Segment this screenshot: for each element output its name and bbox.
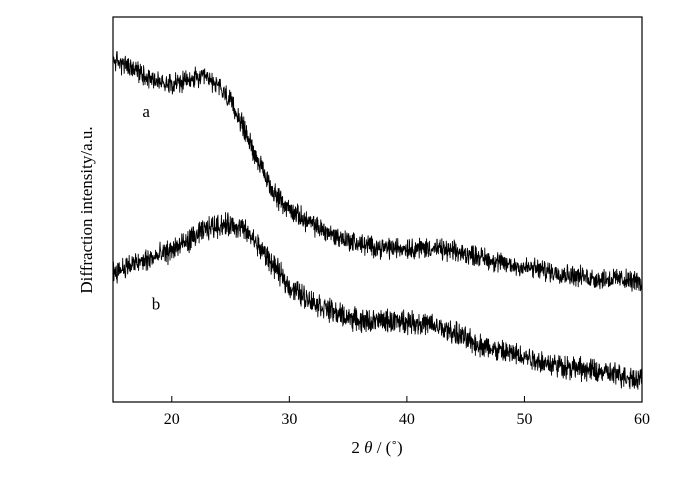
series-label-layer: ab	[142, 102, 160, 314]
y-axis-label: Diffraction intensity/a.u.	[77, 126, 96, 293]
x-axis-label-suffix: / (˚)	[377, 438, 403, 457]
x-tick-label: 30	[281, 411, 297, 428]
series-line-b	[112, 212, 643, 390]
x-axis-ticks: 20 30 40 50 60	[164, 396, 650, 428]
x-axis-label-symbol: θ	[364, 438, 372, 457]
series-layer	[112, 50, 643, 390]
x-tick-label: 20	[164, 411, 180, 428]
plot-frame	[112, 16, 643, 403]
x-tick-label: 50	[516, 411, 532, 428]
series-label-b: b	[152, 295, 161, 314]
x-axis-label-prefix: 2	[351, 438, 360, 457]
series-label-a: a	[142, 102, 150, 121]
x-axis-label: 2 θ / (˚)	[351, 438, 402, 457]
x-tick-label: 40	[399, 411, 415, 428]
x-tick-label: 60	[634, 411, 650, 428]
series-line-a	[112, 50, 643, 292]
